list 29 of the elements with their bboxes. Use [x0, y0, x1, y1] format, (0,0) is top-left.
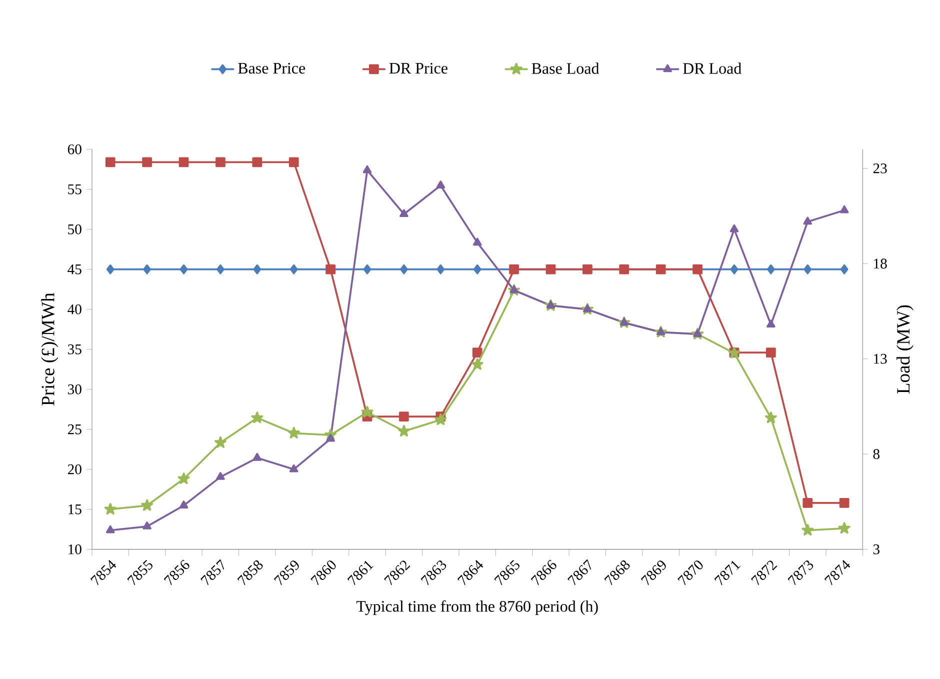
legend-label: DR Load: [683, 62, 742, 74]
x-tick-label: 7871: [714, 561, 740, 586]
y2-tick-label: 13: [874, 354, 887, 364]
y-tick-label: 50: [68, 224, 82, 234]
x-tick-label: 7861: [347, 561, 374, 586]
legend-label: Base Load: [532, 62, 600, 74]
y2-axis-title: Load (MW): [896, 306, 914, 394]
y2-tick-label: 18: [874, 258, 887, 269]
y-tick-label: 25: [68, 424, 82, 434]
x-tick-label: 7870: [678, 560, 703, 586]
y-tick-label: 20: [68, 464, 82, 474]
y-axis-title: Price (£)/MWh: [41, 292, 58, 406]
y-tick-label: 55: [68, 184, 82, 194]
y-tick-label: 15: [68, 504, 82, 514]
y2-tick-label: 23: [873, 164, 887, 174]
y-tick-label: 30: [68, 384, 82, 394]
legend-label: DR Price: [389, 63, 448, 74]
y2-tick-label: 8: [873, 449, 880, 460]
y-tick-label: 60: [68, 144, 82, 154]
y-tick-label: 40: [68, 304, 82, 314]
x-tick-label: 7873: [788, 560, 814, 586]
y-tick-label: 10: [68, 544, 82, 554]
y-tick-label: 35: [68, 344, 82, 354]
y2-tick-label: 3: [873, 544, 880, 554]
x-tick-label: 7860: [310, 560, 336, 586]
legend-label: Base Price: [238, 63, 306, 74]
x-tick-label: 7863: [420, 560, 446, 586]
x-axis-title: Typical time from the 8760 period (h): [356, 600, 598, 616]
y-tick-label: 45: [68, 264, 82, 274]
